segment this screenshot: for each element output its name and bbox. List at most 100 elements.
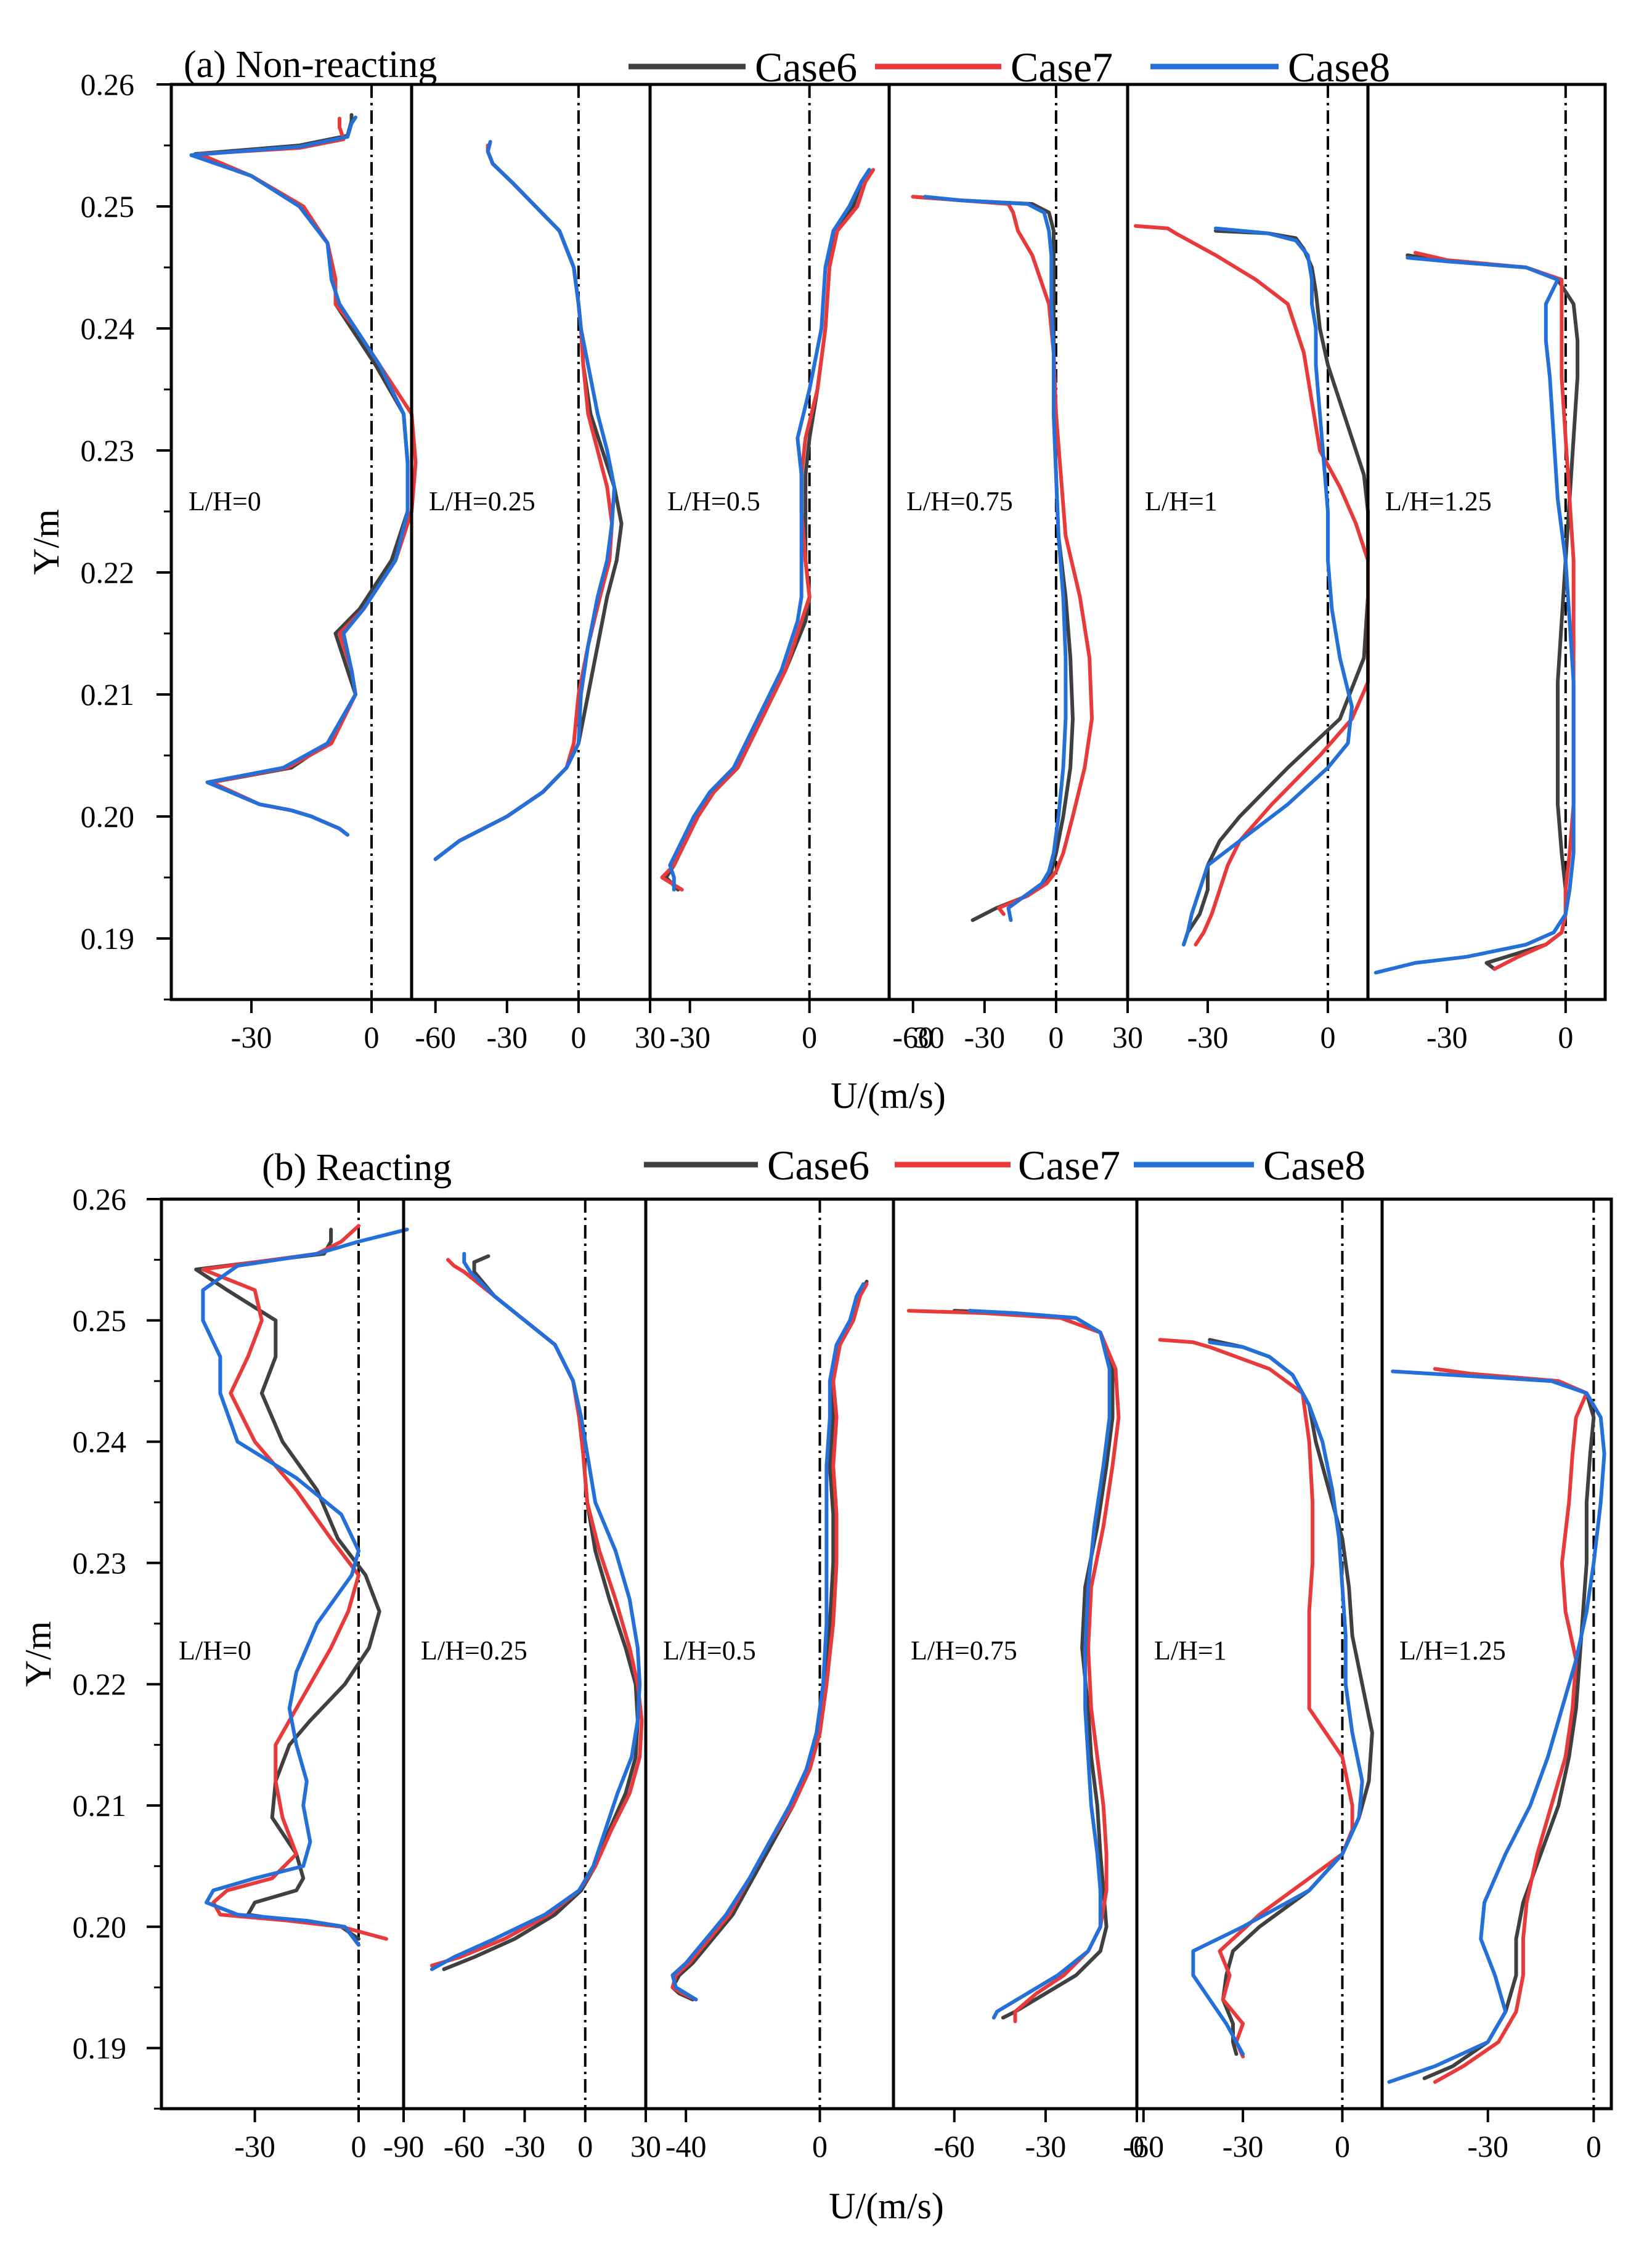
series-line-case8	[923, 195, 1068, 922]
x-tick-label: -60	[1123, 2129, 1164, 2164]
y-tick-label: 0.23	[81, 433, 135, 468]
subplot-l-h-1: L/H=1 -30 0	[1126, 84, 1370, 1054]
y-tick-label: 0.26	[73, 1182, 127, 1216]
series-line-case8	[1191, 1340, 1364, 2056]
x-tick-label: 0	[577, 2129, 593, 2164]
subplot-l-h-1-25: L/H=1.25 -30 0	[1380, 1199, 1606, 2164]
legend-label-case8: Case8	[1288, 44, 1390, 91]
x-tick-label: 0	[351, 2129, 367, 2164]
subplot-label: L/H=0.75	[911, 1635, 1017, 1666]
x-tick-label: -60	[892, 1020, 934, 1054]
subplot-label: L/H=1	[1145, 486, 1218, 516]
x-tick-label: 0	[1129, 2129, 1145, 2164]
y-tick-label: 0.24	[81, 311, 135, 346]
series-line-case8	[670, 1282, 866, 2001]
series-line-case7	[660, 168, 876, 892]
x-axis-title: U/(m/s)	[831, 1075, 946, 1116]
series-line-case6	[1422, 1367, 1596, 2080]
subplot-l-h-0-25: L/H=0.25 -90 -60 -30 0 30	[383, 1199, 661, 2164]
x-axis-title: U/(m/s)	[829, 2186, 944, 2226]
subplot-label: L/H=0.5	[663, 1635, 756, 1666]
series-line-case8	[201, 1227, 409, 1947]
series-line-case7	[911, 195, 1094, 916]
y-tick-label: 0.20	[81, 799, 135, 834]
subplot-label: L/H=0.25	[421, 1635, 527, 1666]
x-tick-label: -60	[934, 2129, 975, 2164]
y-tick-label: 0.22	[81, 555, 135, 590]
series-line-case8	[1387, 1369, 1606, 2084]
series-line-case7	[429, 1258, 644, 1968]
subplot-l-h-0: L/H=0 -30 0	[179, 1199, 409, 2164]
x-tick-label: -30	[504, 2129, 545, 2164]
y-tick-label: 0.19	[81, 921, 135, 956]
x-tick-label: 0	[571, 1020, 586, 1054]
x-tick-label: -30	[1426, 1020, 1468, 1054]
x-tick-label: 0	[1558, 1020, 1573, 1054]
x-tick-label: -30	[1467, 2129, 1508, 2164]
subplot-l-h-0-5: L/H=0.5 -40 0	[644, 1199, 869, 2164]
x-tick-label: 30	[1112, 1020, 1143, 1054]
series-line-case7	[197, 116, 418, 837]
series-line-case7	[906, 1309, 1121, 2024]
x-tick-label: 0	[812, 2129, 828, 2164]
series-line-case8	[1182, 226, 1354, 946]
x-tick-label: 0	[1048, 1020, 1064, 1054]
x-tick-label: 0	[1335, 2129, 1350, 2164]
panel-title: (a) Non-reacting	[184, 44, 437, 86]
y-tick-label: 0.25	[73, 1303, 127, 1338]
subplot-label: L/H=0.5	[667, 486, 760, 516]
subplot-label: L/H=1.25	[1399, 1635, 1506, 1666]
subplot-l-h-0: L/H=0 -30 0	[189, 84, 418, 1054]
series-line-case6	[194, 1227, 381, 1941]
x-tick-label: -30	[1187, 1020, 1229, 1054]
series-line-case8	[967, 1309, 1112, 2020]
y-axis-title: Y/m	[18, 1621, 59, 1687]
series-line-case6	[1182, 229, 1370, 946]
x-tick-label: 30	[630, 2129, 661, 2164]
x-tick-label: -30	[1025, 2129, 1067, 2164]
subplot-label: L/H=0	[189, 486, 261, 516]
y-tick-label: 0.22	[73, 1667, 127, 1701]
series-line-case8	[433, 140, 616, 861]
y-tick-label: 0.21	[81, 677, 135, 712]
series-line-case8	[429, 1252, 642, 1971]
panel-reacting: 0.19 0.20 0.21 0.22 0.23 0.24 0.25 0.26 Y/m U/(m/…	[18, 1142, 1613, 2226]
x-tick-label: 30	[914, 1020, 945, 1054]
x-tick-label: -30	[964, 1020, 1005, 1054]
legend-label-case6: Case6	[755, 44, 857, 91]
subplot-label: L/H=0	[179, 1635, 251, 1666]
series-line-case7	[1414, 251, 1576, 971]
y-tick-label: 0.26	[81, 67, 135, 102]
x-tick-label: 0	[802, 1020, 817, 1054]
y-axis-title: Y/m	[26, 509, 67, 575]
legend-label-case6: Case6	[767, 1142, 869, 1189]
x-tick-label: 30	[635, 1020, 665, 1054]
x-tick-label: -30	[669, 1020, 710, 1054]
x-tick-label: -30	[486, 1020, 527, 1054]
series-line-case7	[201, 1224, 388, 1941]
series-line-case6	[442, 1254, 640, 1971]
x-tick-label: -60	[415, 1020, 456, 1054]
x-tick-label: -60	[444, 2129, 485, 2164]
subplot-l-h-0-75: L/H=0.75 -60 -30 0 30	[887, 84, 1143, 1054]
x-tick-label: 0	[1320, 1020, 1336, 1054]
panel-title: (b) Reacting	[262, 1147, 452, 1189]
y-tick-label: 0.25	[81, 189, 135, 224]
x-tick-label: -40	[665, 2129, 707, 2164]
x-tick-label: -30	[234, 2129, 275, 2164]
x-tick-label: -30	[1223, 2129, 1264, 2164]
subplot-l-h-0-75: L/H=0.75 -60 -30 0	[892, 1199, 1145, 2164]
legend-label-case7: Case7	[1018, 1142, 1120, 1189]
y-tick-label: 0.19	[73, 2031, 127, 2066]
subplot-l-h-1: L/H=1 -60 -30 0	[1123, 1199, 1374, 2164]
y-tick-label: 0.24	[73, 1425, 127, 1459]
series-line-case8	[668, 168, 871, 892]
x-tick-label: -30	[231, 1020, 272, 1054]
series-line-case7	[1433, 1367, 1589, 2084]
subplot-l-h-0-5: L/H=0.5 -30 0 30	[648, 84, 945, 1054]
x-tick-label: 0	[364, 1020, 380, 1054]
series-line-case8	[1373, 256, 1576, 975]
series-line-case7	[1158, 1338, 1354, 2059]
subplot-label: L/H=1	[1154, 1635, 1227, 1666]
